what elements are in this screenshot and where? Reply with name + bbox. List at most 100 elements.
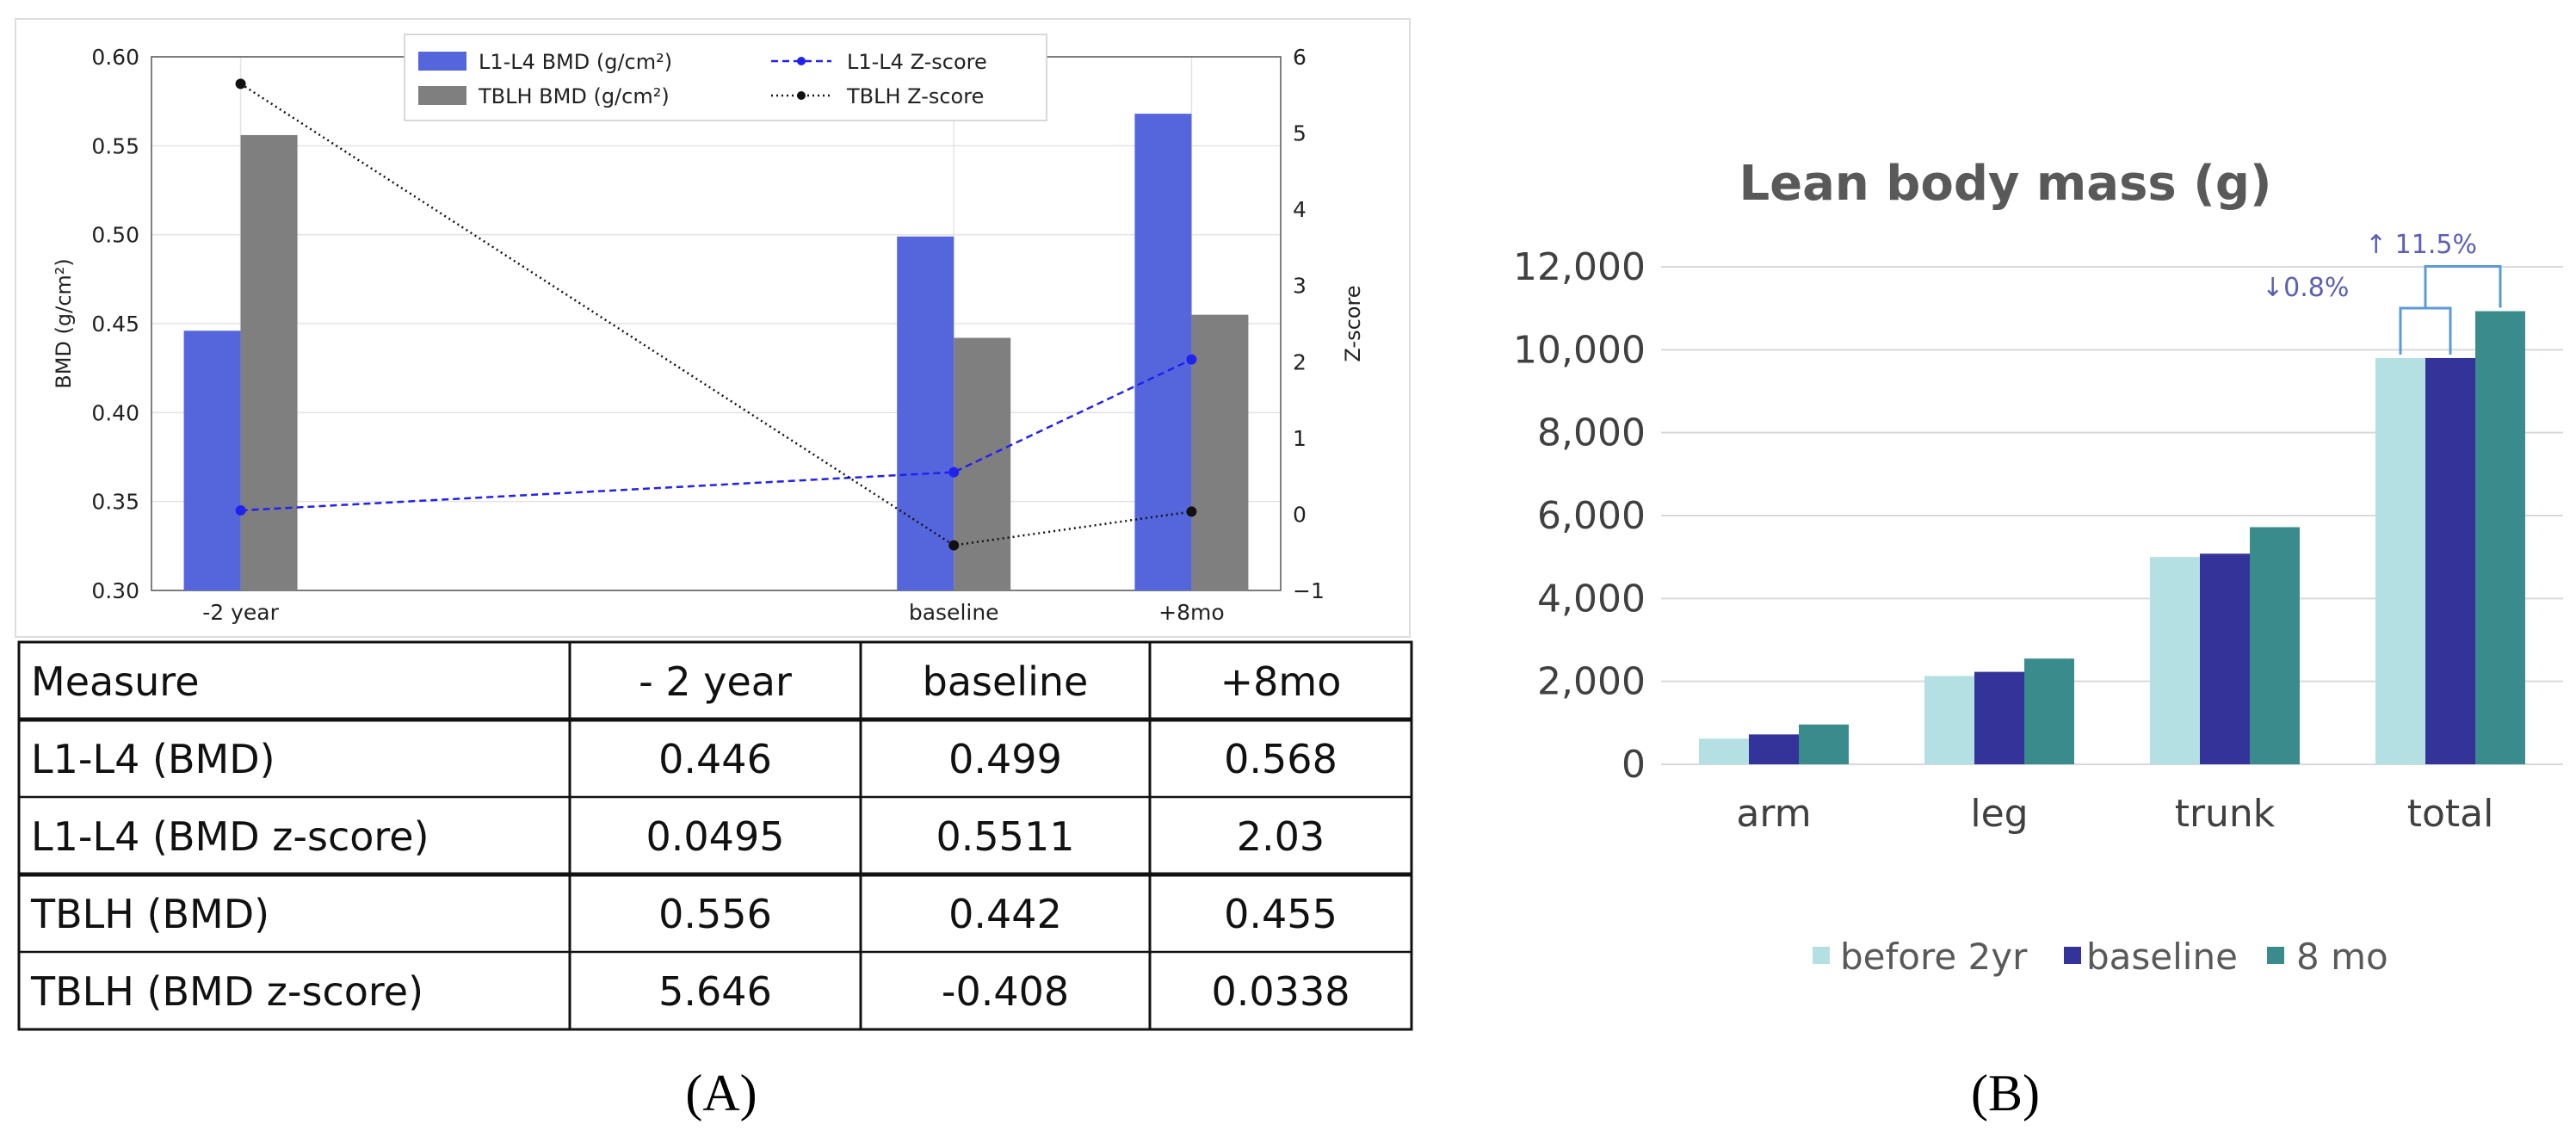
panel-b-x-ticks: arm leg trunk total <box>1736 792 2493 836</box>
b-bar-before-2yr-total <box>2375 357 2425 764</box>
legend-label-tblh-z: TBLH Z-score <box>846 84 984 108</box>
b-y-tick-label: 4,000 <box>1537 577 1646 621</box>
table-cell: 0.0495 <box>646 813 785 860</box>
table-cell: 0.5511 <box>936 813 1075 860</box>
a-y2-tick-label: 4 <box>1293 197 1307 222</box>
a-x-tick-label: +8mo <box>1158 600 1225 625</box>
a-line-l1-l4-z-score <box>240 358 1192 512</box>
table-cell: 0.455 <box>1224 891 1337 937</box>
a-y2-tick-label: 2 <box>1293 349 1307 374</box>
a-y-tick-label: 0.60 <box>91 45 139 70</box>
a-y-tick-label: 0.35 <box>91 490 139 515</box>
legend-label-tblh-bmd: TBLH BMD (g/cm²) <box>478 84 670 108</box>
table-cell: 0.0338 <box>1212 968 1350 1015</box>
a-bar-l1-l4-bmd-g-cm-2-year <box>183 331 241 590</box>
a-y2-tick-label: 1 <box>1293 426 1307 451</box>
a-bar-tblh-bmd-g-cm-baseline <box>954 337 1011 590</box>
legend-label-l1l4-bmd: L1-L4 BMD (g/cm²) <box>479 50 672 74</box>
a-y-tick-label: 0.40 <box>91 400 139 425</box>
a-point-tblh-z-score-8mo <box>1186 506 1197 517</box>
b-bar-baseline-arm <box>1749 734 1799 764</box>
table-cell: 2.03 <box>1237 813 1325 860</box>
panel-a-chart: 0.30 0.35 0.40 0.45 0.50 0.55 0.60 −1 0 1 2 3 4 5 6 -… <box>15 18 1411 638</box>
legend-swatch-8mo <box>2267 947 2284 964</box>
panel-b-chart: Lean body mass (g) 0 2,000 4,000 6,000 8,000… <box>1513 156 2563 978</box>
table-cell: TBLH (BMD z-score) <box>30 968 423 1015</box>
panel-b-label: (B) <box>1971 1065 2040 1121</box>
table-header-cell: - 2 year <box>639 658 792 705</box>
legend-swatch-tblh-bmd <box>418 86 466 105</box>
b-y-tick-label: 12,000 <box>1513 245 1646 289</box>
legend-swatch-before-2yr <box>1813 947 1830 964</box>
b-x-tick-label: trunk <box>2175 792 2276 836</box>
b-bar-baseline-total <box>2425 357 2475 764</box>
panel-b-title: Lean body mass (g) <box>1739 156 2271 212</box>
a-y2-tick-label: 0 <box>1293 502 1307 527</box>
table-cell: 0.442 <box>948 891 1062 937</box>
b-bar-baseline-trunk <box>2200 553 2250 764</box>
a-y2-tick-label: 6 <box>1293 45 1307 70</box>
table-cell: 0.556 <box>658 891 772 937</box>
b-bar-before-2yr-arm <box>1699 738 1749 764</box>
panel-b-annotations: ↓0.8% ↑ 11.5% <box>2262 230 2502 355</box>
table-cell: 5.646 <box>658 968 772 1015</box>
legend-marker-tblh-z <box>797 91 806 100</box>
a-x-tick-label: baseline <box>909 600 999 625</box>
a-bar-l1-l4-bmd-g-cm-8mo <box>1134 114 1192 591</box>
bracket-8mo-change <box>2424 265 2502 308</box>
a-x-tick-label: -2 year <box>202 600 279 625</box>
a-y-tick-label: 0.30 <box>91 578 139 603</box>
a-y2-tick-label: 5 <box>1293 121 1307 146</box>
table-header-cell: baseline <box>923 658 1089 705</box>
table-header-cell: +8mo <box>1220 658 1342 705</box>
a-y2-tick-label: 3 <box>1293 274 1307 299</box>
table-header-cell: Measure <box>31 658 200 705</box>
panel-a-lines <box>235 78 1197 551</box>
panel-b-legend: before 2yr baseline 8 mo <box>1813 936 2388 978</box>
annotation-increase: ↑ 11.5% <box>2365 230 2477 260</box>
b-bar-before-2yr-leg <box>1924 676 1974 764</box>
b-y-tick-label: 8,000 <box>1537 411 1646 455</box>
panel-b-bars <box>1699 311 2525 764</box>
legend-swatch-l1l4-bmd <box>418 52 466 71</box>
legend-marker-l1l4-z <box>797 57 806 65</box>
legend-label-baseline: baseline <box>2086 936 2238 978</box>
a-point-l1-l4-z-score-baseline <box>948 466 960 478</box>
b-bar-8-mo-total <box>2475 311 2525 764</box>
a-bar-tblh-bmd-g-cm-2-year <box>240 134 298 590</box>
a-point-tblh-z-score-2-year <box>235 78 246 90</box>
b-bar-8-mo-trunk <box>2250 527 2300 764</box>
panel-a-y2-axis-label: Z-score <box>1341 285 1365 361</box>
table-cell: TBLH (BMD) <box>30 891 269 937</box>
b-bar-8-mo-arm <box>1799 724 1849 764</box>
a-point-l1-l4-z-score-8mo <box>1186 354 1197 365</box>
table-cell: 0.446 <box>658 736 772 782</box>
a-y-tick-label: 0.45 <box>91 312 139 337</box>
panel-a-table: Measure - 2 year baseline +8mo L1-L4 (BMD) 0.… <box>17 640 1413 1031</box>
b-bar-before-2yr-trunk <box>2150 557 2200 764</box>
a-point-tblh-z-score-baseline <box>948 540 960 551</box>
table-cell: -0.408 <box>942 968 1069 1015</box>
a-y-tick-label: 0.55 <box>91 133 139 158</box>
a-point-l1-l4-z-score-2-year <box>235 505 246 516</box>
panel-a-label: (A) <box>685 1065 757 1121</box>
b-x-tick-label: total <box>2407 792 2494 836</box>
table-cell: 0.568 <box>1224 736 1337 782</box>
annotation-decrease: ↓0.8% <box>2262 273 2349 303</box>
bracket-baseline-change <box>2399 306 2452 355</box>
legend-label-l1l4-z: L1-L4 Z-score <box>847 50 987 74</box>
panel-a-y-ticks: 0.30 0.35 0.40 0.45 0.50 0.55 0.60 <box>91 45 139 603</box>
panel-a-y-axis-label: BMD (g/cm²) <box>52 258 76 389</box>
panel-a-bars <box>183 114 1249 591</box>
table-frame <box>17 640 1413 1031</box>
a-y2-tick-label: −1 <box>1293 578 1325 603</box>
panel-a-x-ticks: -2 year baseline +8mo <box>202 600 1224 625</box>
legend-label-before-2yr: before 2yr <box>1840 936 2028 978</box>
b-x-tick-label: leg <box>1970 792 2028 836</box>
b-bar-baseline-leg <box>1974 671 2024 764</box>
table-cell: 0.499 <box>948 736 1062 782</box>
legend-label-8mo: 8 mo <box>2296 936 2388 978</box>
panel-a-legend: L1-L4 BMD (g/cm²) TBLH BMD (g/cm²) L1-L4… <box>404 34 1047 121</box>
b-bar-8-mo-leg <box>2024 658 2074 764</box>
